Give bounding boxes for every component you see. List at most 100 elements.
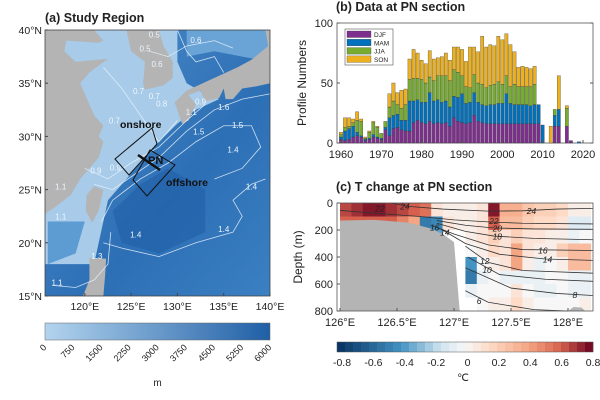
heatmap-cell bbox=[476, 257, 489, 271]
heatmap-cell bbox=[579, 216, 592, 231]
y-tick-label: 600 bbox=[315, 279, 333, 291]
depth-colorbar bbox=[44, 322, 271, 341]
heatmap-cell bbox=[568, 297, 580, 312]
heatmap-cell bbox=[476, 230, 489, 244]
isotherm-6 bbox=[465, 290, 569, 312]
bar-son bbox=[520, 66, 525, 87]
onshore-box bbox=[114, 127, 158, 176]
isotherm-8 bbox=[465, 267, 594, 296]
bar-jja bbox=[383, 121, 388, 128]
x-tick-label: 2010 bbox=[530, 149, 554, 161]
bar-son bbox=[488, 44, 493, 86]
contour-label: 1.4 bbox=[227, 145, 239, 154]
bar-son bbox=[565, 105, 569, 109]
bar-son bbox=[355, 111, 359, 121]
bar-son bbox=[415, 52, 420, 79]
colorbar-segment bbox=[569, 342, 578, 352]
lat-tick-label: 15°N bbox=[19, 291, 42, 303]
contour-label: 0.8 bbox=[156, 100, 168, 109]
heatmap-cell bbox=[533, 284, 546, 298]
heatmap-cell bbox=[511, 284, 523, 298]
bar-son bbox=[423, 63, 428, 84]
bar-djf bbox=[569, 140, 573, 144]
heatmap-cell bbox=[556, 270, 569, 285]
heatmap-cell bbox=[488, 216, 500, 231]
bar-son bbox=[440, 56, 444, 76]
x-tick-label: 126°E bbox=[325, 317, 355, 329]
isotherm-label: 8 bbox=[572, 290, 577, 300]
heatmap-cell bbox=[568, 257, 580, 271]
heatmap-cell bbox=[511, 203, 523, 217]
colorbar-segment bbox=[537, 342, 546, 352]
colorbar-segment bbox=[481, 342, 490, 352]
heatmap-cell bbox=[499, 270, 512, 285]
heatmap-cell bbox=[419, 203, 432, 217]
isotherm-label: 18 bbox=[493, 231, 503, 241]
heatmap-cell bbox=[431, 203, 443, 217]
contour-label: 0.7 bbox=[133, 87, 145, 96]
panel-b-title: (b) Data at PN section bbox=[336, 0, 466, 14]
colorbar-segment bbox=[441, 342, 450, 352]
panel-c-title: (c) T change at PN section bbox=[336, 180, 493, 194]
heatmap-cell bbox=[465, 257, 478, 271]
lat-tick-label: 35°N bbox=[19, 78, 42, 90]
heatmap-cell bbox=[579, 297, 592, 312]
bar-son bbox=[528, 68, 533, 87]
heatmap-cell bbox=[488, 230, 500, 244]
colorbar-segment bbox=[433, 342, 442, 352]
colorbar-segment bbox=[417, 342, 426, 352]
colorbar-tick-label: 0.8 bbox=[586, 357, 600, 369]
colorbar-segment bbox=[401, 342, 410, 352]
heatmap-cell bbox=[351, 203, 364, 217]
onshore-label: onshore bbox=[120, 119, 162, 131]
y-tick-label: 200 bbox=[315, 225, 333, 237]
bar-son bbox=[548, 126, 553, 144]
bar-mam bbox=[536, 104, 541, 124]
heatmap-cell bbox=[556, 203, 569, 217]
heatmap-cell bbox=[476, 284, 489, 298]
contour-label: 0.9 bbox=[195, 97, 207, 106]
heatmap-cell bbox=[511, 243, 523, 258]
heatmap-cell bbox=[579, 230, 592, 244]
heatmap-cell bbox=[522, 243, 535, 258]
heatmap-cell bbox=[545, 284, 557, 298]
colorbar-segment bbox=[521, 342, 530, 352]
bar-son bbox=[435, 57, 440, 76]
bar-son bbox=[359, 118, 363, 122]
isotherm-24 bbox=[391, 202, 594, 212]
heatmap-cell bbox=[511, 257, 523, 271]
colorbar-segment bbox=[449, 342, 458, 352]
colorbar-segment bbox=[473, 342, 482, 352]
map-frame bbox=[44, 29, 271, 297]
contour-label: 0.9 bbox=[90, 167, 102, 176]
taiwan-land bbox=[85, 186, 104, 223]
isotherm-label: 12 bbox=[480, 256, 490, 266]
contour-label: 0.6 bbox=[151, 60, 163, 69]
contour-label: 0.6 bbox=[190, 36, 202, 45]
heatmap-cell bbox=[465, 230, 478, 244]
heatmap-cell bbox=[556, 230, 569, 244]
bar-son bbox=[367, 130, 372, 133]
heatmap-cell bbox=[362, 203, 375, 217]
heatmap-cell bbox=[385, 203, 398, 217]
contour-label: 1.1 bbox=[55, 183, 67, 192]
isotherm-16 bbox=[431, 224, 594, 251]
heatmap-cell bbox=[374, 203, 386, 217]
isotherm-label: 16 bbox=[538, 245, 548, 255]
heatmap-cell bbox=[568, 284, 580, 298]
colorbar-segment bbox=[457, 342, 466, 352]
bar-son bbox=[427, 50, 432, 78]
bar-son bbox=[456, 46, 460, 73]
colorbar-segment bbox=[577, 342, 586, 352]
heatmap-cell bbox=[511, 230, 523, 244]
bathymetry-contour bbox=[177, 30, 225, 73]
map-area: 0.50.50.60.70.60.70.80.70.91.11.61.51.51… bbox=[45, 30, 270, 296]
heatmap-cell bbox=[499, 284, 512, 298]
contour-label: 1.4 bbox=[218, 225, 230, 234]
japan-land bbox=[174, 30, 270, 124]
isotherm-14 bbox=[442, 229, 594, 261]
colorbar-segment bbox=[353, 342, 362, 352]
lat-tick-label: 25°N bbox=[19, 185, 42, 197]
heatmap-cell bbox=[499, 203, 512, 217]
